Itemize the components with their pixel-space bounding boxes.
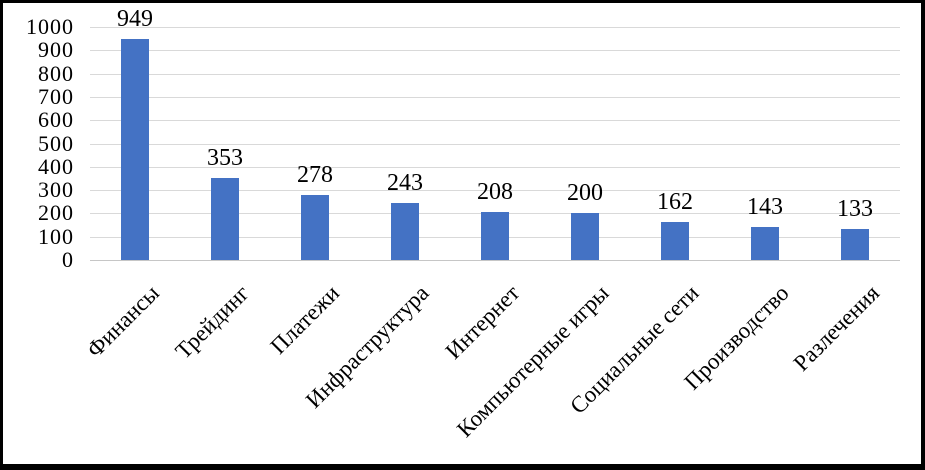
value-label-8: 133 xyxy=(837,196,873,222)
y-tick-label-500: 500 xyxy=(38,130,74,156)
value-label-3: 243 xyxy=(387,170,423,197)
category-label-2: Платежи xyxy=(265,280,344,359)
value-label-6: 162 xyxy=(657,189,693,216)
value-label-4: 208 xyxy=(477,178,513,205)
gridline-400 xyxy=(90,166,900,168)
bar-1 xyxy=(211,177,239,260)
category-label-1: Трейдинг xyxy=(170,280,254,364)
category-label-0: Финансы xyxy=(81,280,164,363)
bar-2 xyxy=(301,195,329,260)
value-label-0: 949 xyxy=(117,5,153,32)
bar-6 xyxy=(661,222,689,260)
bar-0 xyxy=(121,38,149,260)
y-tick-label-100: 100 xyxy=(38,223,74,249)
y-tick-label-300: 300 xyxy=(38,177,74,203)
gridline-700 xyxy=(90,96,900,98)
y-tick-label-400: 400 xyxy=(38,153,74,179)
y-tick-label-700: 700 xyxy=(38,83,74,109)
value-label-2: 278 xyxy=(297,162,333,189)
bar-8 xyxy=(841,229,869,260)
y-tick-label-200: 200 xyxy=(38,200,74,226)
value-label-5: 200 xyxy=(567,180,603,207)
bar-3 xyxy=(391,203,419,260)
y-tick-label-1000: 1000 xyxy=(26,14,74,39)
x-axis-line xyxy=(90,260,900,261)
gridline-300 xyxy=(90,190,900,192)
y-tick-label-600: 600 xyxy=(38,107,74,133)
value-label-1: 353 xyxy=(207,144,243,171)
gridline-600 xyxy=(90,120,900,122)
category-label-4: Интернет xyxy=(440,280,524,364)
y-tick-label-900: 900 xyxy=(38,37,74,63)
gridline-500 xyxy=(90,143,900,145)
bar-4 xyxy=(481,211,509,260)
bar-5 xyxy=(571,213,599,260)
y-tick-label-0: 0 xyxy=(62,247,74,272)
category-label-5: Компьютерные игры xyxy=(452,280,614,442)
value-label-7: 143 xyxy=(747,193,783,220)
gridline-800 xyxy=(90,73,900,75)
gridline-900 xyxy=(90,50,900,52)
y-tick-label-800: 800 xyxy=(38,60,74,86)
category-label-8: Разлечения xyxy=(788,280,884,376)
bar-7 xyxy=(751,226,779,260)
gridline-1000 xyxy=(90,27,900,28)
